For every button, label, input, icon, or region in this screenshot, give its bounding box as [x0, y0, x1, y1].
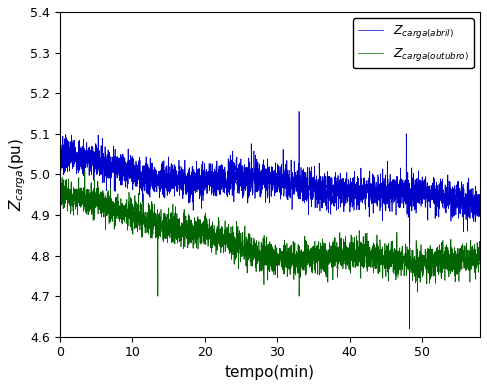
$Z_{carga(abril)}$	[407, 326, 412, 331]
$Z_{carga(outubro)}$	[155, 294, 161, 298]
Y-axis label: $Z_{carga}$(pu): $Z_{carga}$(pu)	[7, 138, 28, 211]
$Z_{carga(outubro)}$	[341, 262, 347, 266]
$Z_{carga(abril)}$	[128, 165, 134, 170]
$Z_{carga(outubro)}$	[82, 168, 88, 173]
X-axis label: tempo(min): tempo(min)	[225, 365, 315, 380]
$Z_{carga(outubro)}$	[77, 203, 83, 207]
$Z_{carga(outubro)}$	[116, 205, 122, 209]
$Z_{carga(outubro)}$	[268, 264, 274, 269]
$Z_{carga(abril)}$	[77, 162, 83, 166]
$Z_{carga(abril)}$	[477, 211, 483, 216]
$Z_{carga(abril)}$	[57, 137, 63, 141]
Line: $Z_{carga(abril)}$: $Z_{carga(abril)}$	[60, 111, 480, 329]
$Z_{carga(abril)}$	[296, 109, 302, 114]
$Z_{carga(abril)}$	[116, 171, 122, 176]
$Z_{carga(abril)}$	[442, 183, 448, 187]
$Z_{carga(abril)}$	[341, 200, 347, 205]
$Z_{carga(outubro)}$	[442, 245, 448, 249]
Legend: $Z_{carga(abril)}$, $Z_{carga(outubro)}$: $Z_{carga(abril)}$, $Z_{carga(outubro)}$	[353, 18, 474, 68]
$Z_{carga(outubro)}$	[57, 198, 63, 203]
$Z_{carga(outubro)}$	[129, 219, 134, 224]
$Z_{carga(abril)}$	[267, 176, 273, 180]
Line: $Z_{carga(outubro)}$: $Z_{carga(outubro)}$	[60, 171, 480, 296]
$Z_{carga(outubro)}$	[477, 261, 483, 265]
